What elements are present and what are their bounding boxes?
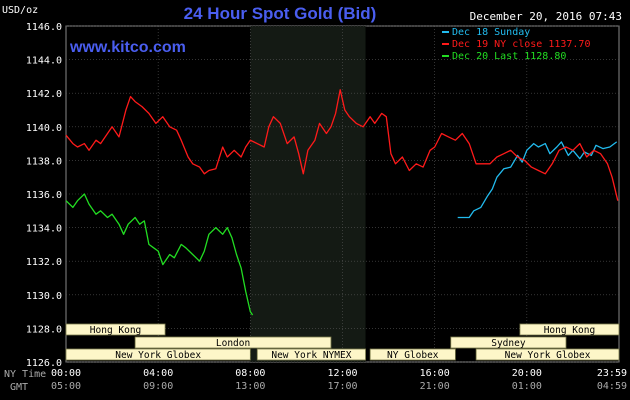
- datetime-label: December 20, 2016 07:43: [470, 10, 622, 23]
- x-tick-label-ny: 08:00: [235, 368, 265, 379]
- x-tick-label-gmt: 13:00: [235, 381, 265, 392]
- y-axis-ticks: 1146.0 1144.0 1142.0 1140.0 1138.0 1136.0 1134…: [26, 22, 62, 369]
- session-label: New York NYMEX: [271, 350, 351, 361]
- x-tick-label-ny: 04:00: [143, 368, 173, 379]
- legend-entry: Dec 18 Sunday: [452, 27, 530, 38]
- x-tick-label-gmt: 21:00: [420, 381, 450, 392]
- y-tick-label: 1126.0: [26, 358, 62, 369]
- y-tick-label: 1132.0: [26, 257, 62, 268]
- x-tick-label-ny: 20:00: [512, 368, 542, 379]
- price-series: [65, 89, 619, 316]
- y-tick-label: 1144.0: [26, 56, 62, 67]
- session-label: New York Globex: [505, 350, 591, 361]
- session-label: Hong Kong: [90, 325, 141, 336]
- units-label: USD/oz: [2, 5, 38, 16]
- session-bar: [475, 348, 620, 361]
- session-bar: [519, 323, 620, 336]
- session-label: New York Globex: [115, 350, 201, 361]
- y-tick-label: 1128.0: [26, 324, 62, 335]
- gmt-row-label: GMT: [10, 382, 28, 393]
- session-label: Hong Kong: [544, 325, 595, 336]
- y-tick-label: 1146.0: [26, 22, 62, 33]
- session-label: Sydney: [491, 338, 526, 349]
- x-tick-label-gmt: 04:59: [597, 381, 627, 392]
- y-tick-label: 1138.0: [26, 156, 62, 167]
- x-tick-label-gmt: 17:00: [327, 381, 357, 392]
- y-tick-label: 1140.0: [26, 123, 62, 134]
- session-label: London: [216, 338, 250, 349]
- session-bar: [65, 348, 251, 361]
- y-tick-label: 1136.0: [26, 190, 62, 201]
- session-label: NY Globex: [387, 350, 439, 361]
- session-bar: [369, 348, 456, 361]
- chart-title: 24 Hour Spot Gold (Bid): [184, 4, 377, 23]
- x-tick-label-gmt: 09:00: [143, 381, 173, 392]
- x-axis-ticks: 00:00 05:00 04:00 09:00 08:00 13:00 12:00 17:00…: [51, 368, 627, 392]
- nymex-highlight-band: [250, 26, 366, 362]
- x-tick-label-ny: 16:00: [420, 368, 450, 379]
- y-tick-label: 1134.0: [26, 224, 62, 235]
- x-tick-label-ny: 12:00: [327, 368, 357, 379]
- x-tick-label-ny: 23:59: [597, 368, 627, 379]
- x-tick-label-ny: 00:00: [51, 368, 81, 379]
- session-bar: [134, 336, 332, 349]
- legend-entry: Dec 20 Last 1128.80: [452, 51, 566, 62]
- session-bar: [450, 336, 567, 349]
- grid-lines: [66, 25, 619, 363]
- session-bar: [256, 348, 366, 361]
- ny-time-row-label: NY Time: [4, 369, 46, 380]
- x-tick-label-gmt: 01:00: [512, 381, 542, 392]
- y-tick-label: 1130.0: [26, 291, 62, 302]
- site-url: www.kitco.com: [69, 39, 186, 56]
- series-line: [65, 193, 254, 316]
- session-bar: [65, 323, 166, 336]
- legend-entry: Dec 19 NY close 1137.70: [452, 39, 590, 50]
- y-tick-label: 1142.0: [26, 89, 62, 100]
- x-tick-label-gmt: 05:00: [51, 381, 81, 392]
- series-line: [65, 89, 619, 201]
